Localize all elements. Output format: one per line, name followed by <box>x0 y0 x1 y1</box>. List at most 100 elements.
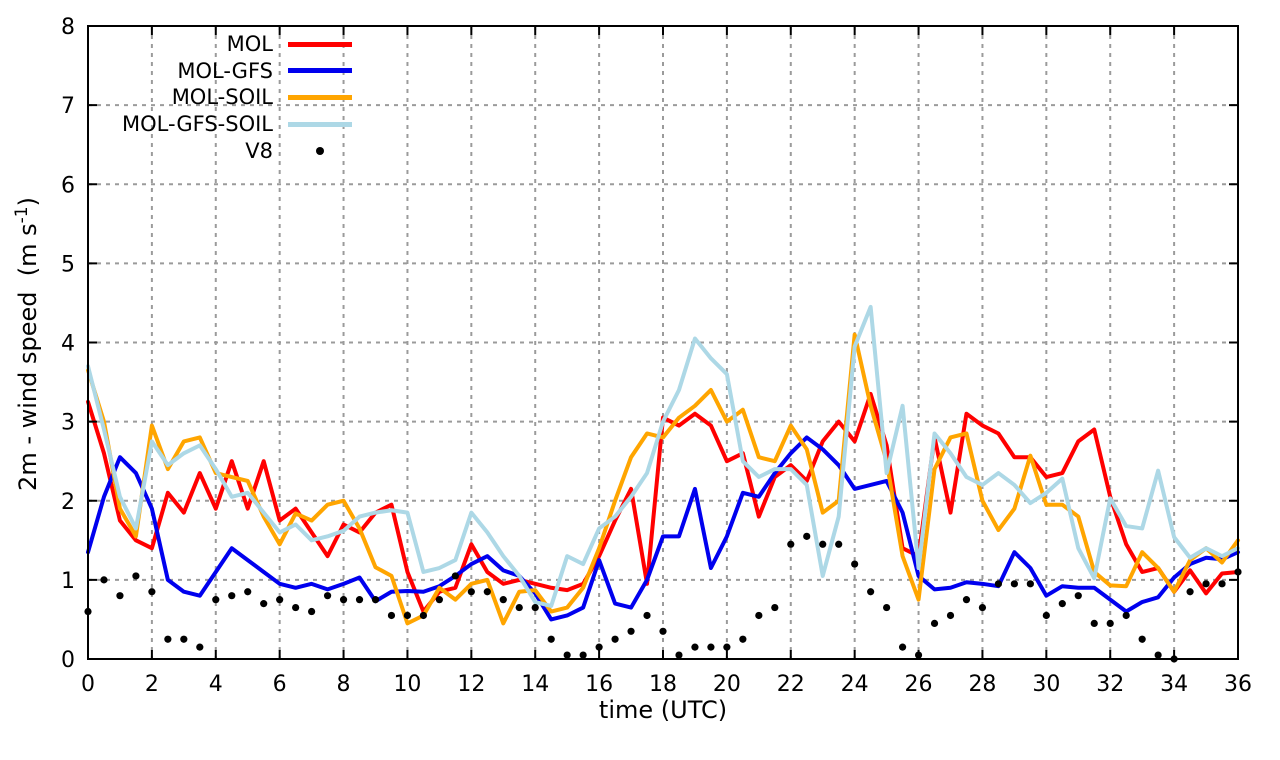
series-point-v8 <box>835 540 843 548</box>
series-point-v8 <box>1042 611 1050 620</box>
series-point-v8 <box>483 588 491 596</box>
y-tick-label: 5 <box>61 252 75 277</box>
series-point-v8 <box>116 592 124 600</box>
x-tick-label: 16 <box>585 672 613 697</box>
legend-item-mol-gfs: MOL-GFS <box>23 58 352 85</box>
series-point-v8 <box>531 603 539 612</box>
series-point-v8 <box>1202 580 1210 588</box>
series-point-v8 <box>1074 592 1082 600</box>
legend-line-swatch <box>288 41 352 47</box>
x-tick-label: 14 <box>521 672 549 697</box>
y-tick-label: 3 <box>61 411 75 436</box>
series-line-mol-gfs-soil <box>86 304 1240 608</box>
legend-item-mol-gfs-soil: MOL-GFS-SOIL <box>23 111 352 138</box>
series-point-v8 <box>1010 580 1018 588</box>
series-point-v8 <box>883 603 891 612</box>
data-series <box>84 304 1242 663</box>
series-point-v8 <box>675 651 683 659</box>
legend-line-swatch <box>288 68 352 74</box>
series-point-v8 <box>1154 651 1162 659</box>
y-tick-label: 4 <box>61 332 75 357</box>
series-point-v8 <box>803 532 811 540</box>
series-point-v8 <box>547 635 555 643</box>
series-point-v8 <box>643 611 651 620</box>
series-point-v8 <box>260 600 268 608</box>
series-point-v8 <box>292 603 300 612</box>
x-tick-label: 12 <box>457 672 485 697</box>
y-axis-title-text: 2m - wind speed (m s <box>14 223 42 491</box>
y-tick-label: 0 <box>61 648 75 673</box>
series-point-v8 <box>787 540 795 548</box>
series-point-v8 <box>164 635 172 643</box>
series-point-v8 <box>308 607 316 616</box>
y-axis-title-superscript: -1 <box>12 206 32 224</box>
series-point-v8 <box>739 635 747 643</box>
series-point-v8 <box>228 592 236 600</box>
legend-label: MOL <box>226 32 273 57</box>
series-point-v8 <box>1138 635 1146 643</box>
series-point-v8 <box>946 611 955 620</box>
series-point-v8 <box>515 603 523 612</box>
series-point-v8 <box>851 560 859 568</box>
y-tick-label: 8 <box>61 15 75 40</box>
series-line-mol-gfs <box>86 435 1240 622</box>
legend-label: MOL-GFS <box>177 58 273 83</box>
x-tick-label: 0 <box>81 672 95 697</box>
series-point-v8 <box>771 603 779 612</box>
legend-line-swatch <box>288 94 352 100</box>
series-point-v8 <box>755 611 763 620</box>
series-point-v8 <box>1186 588 1194 596</box>
series-point-v8 <box>435 596 443 604</box>
series-point-v8 <box>659 627 667 635</box>
y-tick-label: 2 <box>61 490 75 515</box>
x-tick-label: 8 <box>337 672 351 697</box>
legend-label: V8 <box>245 138 273 163</box>
series-point-v8 <box>930 619 939 627</box>
legend-dot-swatch <box>316 146 324 155</box>
series-point-v8 <box>978 603 987 612</box>
series-point-v8 <box>579 651 587 659</box>
legend-item-v8: V8 <box>23 137 352 164</box>
series-point-v8 <box>100 576 108 584</box>
series-point-v8 <box>339 596 348 604</box>
grid-lines <box>88 26 1238 659</box>
series-point-v8 <box>244 588 252 596</box>
series-point-v8 <box>419 611 428 620</box>
legend-item-mol-soil: MOL-SOIL <box>23 84 352 111</box>
x-tick-label: 4 <box>209 672 223 697</box>
series-point-v8 <box>403 611 412 620</box>
legend-label: MOL-SOIL <box>171 85 273 110</box>
x-tick-label: 32 <box>1096 672 1124 697</box>
series-point-v8 <box>499 596 507 604</box>
y-tick-label: 7 <box>61 94 75 119</box>
series-point-v8 <box>196 643 204 651</box>
x-tick-label: 22 <box>777 672 805 697</box>
series-point-v8 <box>595 643 603 651</box>
series-point-v8 <box>1026 580 1034 588</box>
series-point-v8 <box>1218 580 1226 588</box>
series-point-v8 <box>627 627 635 635</box>
legend-label: MOL-GFS-SOIL <box>122 112 273 137</box>
series-point-v8 <box>1106 619 1114 627</box>
series-point-v8 <box>563 651 571 659</box>
series-point-v8 <box>723 643 731 651</box>
axis-tick-labels: 0 2 4 6 8 10 12 14 16 18 20 22 24 26 28 30 32 34 360123456… <box>61 15 1252 697</box>
series-point-v8 <box>371 596 380 604</box>
y-tick-label: 6 <box>61 173 75 198</box>
x-axis-title: time (UTC) <box>598 696 728 724</box>
series-point-v8 <box>962 596 971 604</box>
legend: MOL MOL-GFS MOL-SOIL MOL-GFS-SOIL V8 <box>23 31 352 164</box>
series-point-v8 <box>212 596 220 604</box>
series-point-v8 <box>355 596 364 604</box>
series-point-v8 <box>898 643 907 651</box>
series-point-v8 <box>148 588 156 596</box>
x-tick-label: 26 <box>905 672 933 697</box>
series-point-v8 <box>819 540 827 548</box>
series-point-v8 <box>994 580 1003 588</box>
x-tick-label: 2 <box>145 672 159 697</box>
x-tick-label: 10 <box>393 672 421 697</box>
series-point-v8 <box>323 592 332 600</box>
series-point-v8 <box>1122 611 1130 620</box>
